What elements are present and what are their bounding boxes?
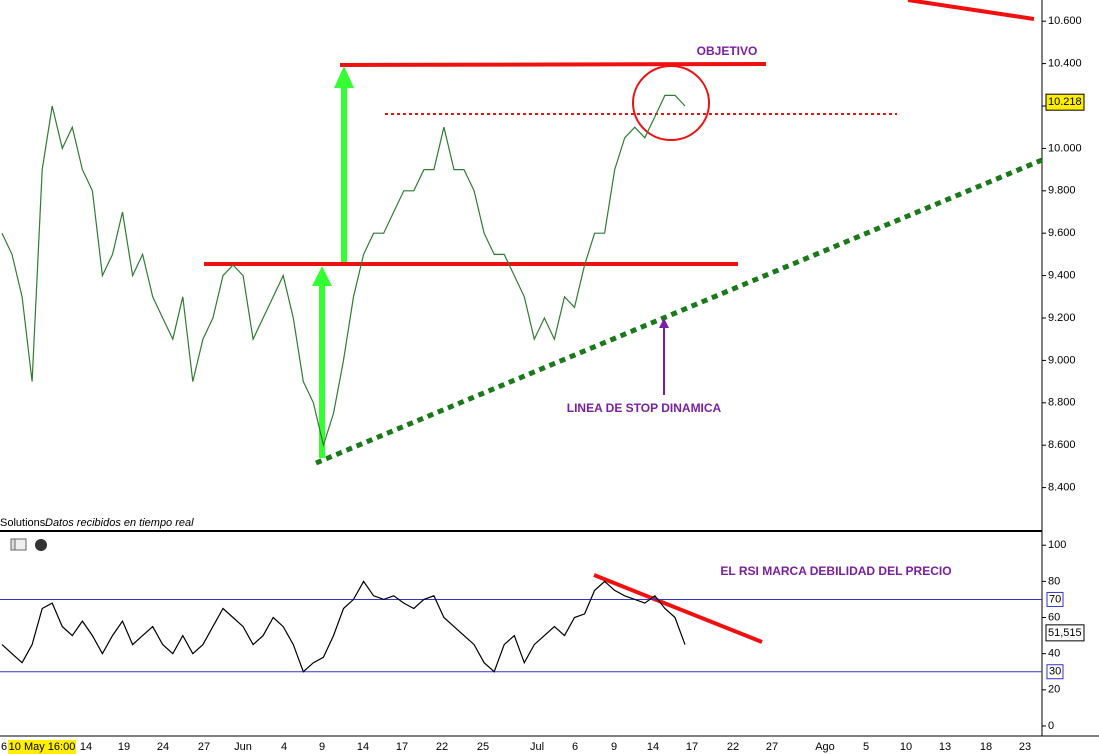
arrow-head xyxy=(312,266,332,286)
x-tick-label: 14 xyxy=(80,741,92,753)
y-tick-label: 10.400 xyxy=(1048,58,1082,70)
x-tick-label: 6 xyxy=(1,741,7,753)
last-label: 10.218 xyxy=(1048,96,1082,108)
y-tick-label: 9.000 xyxy=(1048,354,1076,366)
x-tick-label: 4 xyxy=(281,741,287,753)
x-tick-label: 14 xyxy=(357,741,369,753)
last-label: 51,515 xyxy=(1048,627,1082,639)
status-note: Datos recibidos en tiempo real xyxy=(45,517,194,529)
level-tag xyxy=(1046,591,1064,607)
y-tick-label: 10.600 xyxy=(1048,15,1082,27)
circle xyxy=(632,65,710,141)
y-tick-label: 9.200 xyxy=(1048,312,1076,324)
annotation: OBJETIVO xyxy=(697,44,758,58)
cursor-tag xyxy=(8,740,76,754)
series-line xyxy=(1,94,686,448)
annotation: EL RSI MARCA DEBILIDAD DEL PRECIO xyxy=(720,564,951,578)
y-tick-label: 8.600 xyxy=(1048,439,1076,451)
y-tick-label: 9.600 xyxy=(1048,227,1076,239)
level-label: 30 xyxy=(1049,666,1061,678)
x-tick-label: 10 May 16:00 xyxy=(9,741,76,753)
y-tick-label: 9.800 xyxy=(1048,185,1076,197)
last-tag xyxy=(1045,624,1085,642)
annotation: LINEA DE STOP DINAMICA xyxy=(567,401,722,415)
x-tick-label: 5 xyxy=(863,741,869,753)
x-tick-label: Ago xyxy=(815,741,835,753)
y-tick-label: 8.400 xyxy=(1048,482,1076,494)
x-tick-label: 14 xyxy=(647,741,659,753)
target-line xyxy=(339,62,767,67)
x-tick-label: 17 xyxy=(686,741,698,753)
series-line xyxy=(1,580,686,673)
y-tick-label: 100 xyxy=(1048,539,1066,551)
x-tick-label: Jul xyxy=(530,741,544,753)
x-tick-label: 27 xyxy=(766,741,778,753)
x-tick-label: 27 xyxy=(198,741,210,753)
y-tick-label: 20 xyxy=(1048,684,1060,696)
x-tick-label: 19 xyxy=(118,741,130,753)
x-tick-label: 23 xyxy=(1019,741,1031,753)
close-icon[interactable] xyxy=(35,539,47,551)
x-tick-label: 25 xyxy=(477,741,489,753)
y-tick-label: 9.400 xyxy=(1048,270,1076,282)
last-tag xyxy=(1045,93,1085,111)
trend-line xyxy=(907,0,1035,21)
x-tick-label: 17 xyxy=(396,741,408,753)
x-tick-label: 22 xyxy=(436,741,448,753)
x-tick-label: 22 xyxy=(727,741,739,753)
y-tick-label: 10.000 xyxy=(1048,142,1082,154)
arrow-head xyxy=(334,66,354,88)
x-tick-label: 13 xyxy=(939,741,951,753)
x-tick-label: 9 xyxy=(319,741,325,753)
y-tick-label: 40 xyxy=(1048,648,1060,660)
x-tick-label: 18 xyxy=(980,741,992,753)
y-tick-label: 8.800 xyxy=(1048,397,1076,409)
x-tick-label: 24 xyxy=(157,741,169,753)
y-tick-label: 60 xyxy=(1048,611,1060,623)
y-tick-label: 0 xyxy=(1048,720,1054,732)
level-label: 70 xyxy=(1049,593,1061,605)
y-tick-label: 80 xyxy=(1048,575,1060,587)
pointer-head xyxy=(659,318,669,328)
x-tick-label: Jun xyxy=(234,741,252,753)
x-tick-label: 6 xyxy=(572,741,578,753)
rsi-trend-line xyxy=(593,573,763,644)
tool-icon[interactable] xyxy=(14,538,27,551)
annotations: OBJETIVO LINEA DE STOP DINAMICA EL RSI M… xyxy=(0,0,1043,644)
status: Solutions xyxy=(0,517,46,529)
level-tag xyxy=(1046,664,1064,680)
x-tick-label: 10 xyxy=(900,741,912,753)
x-tick-label: 9 xyxy=(611,741,617,753)
